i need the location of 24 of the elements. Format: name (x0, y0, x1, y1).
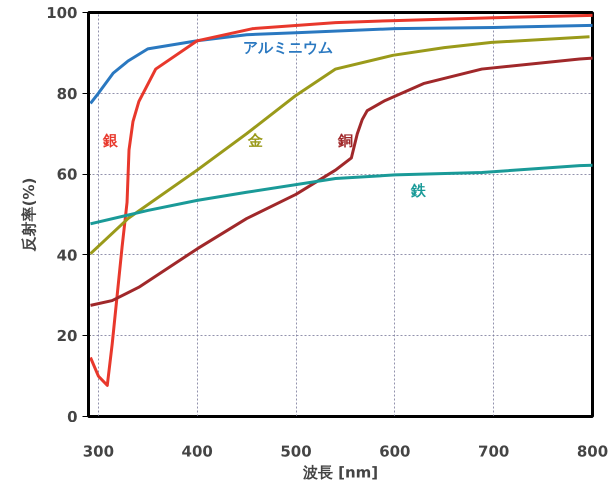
x-tick-label: 500 (280, 442, 312, 460)
series-label: 金 (246, 132, 263, 150)
series-label: 銅 (337, 132, 354, 150)
line-series (88, 164, 592, 226)
x-axis-title: 波長 [nm] (302, 464, 378, 482)
series-label: 鉄 (410, 182, 428, 200)
line-series (88, 24, 592, 105)
line-series (88, 56, 592, 307)
y-tick-label: 0 (67, 408, 78, 426)
y-tick-label: 40 (56, 246, 78, 264)
line-series (88, 35, 592, 256)
x-tick-label: 300 (82, 442, 114, 460)
line-series (88, 14, 592, 387)
series-label: アルミニウム (243, 38, 334, 57)
y-tick-label: 100 (46, 4, 78, 22)
y-tick-label: 80 (56, 84, 78, 103)
y-tick-label: 20 (56, 327, 78, 346)
x-tick-label: 800 (576, 442, 608, 460)
x-tick-label: 600 (379, 442, 411, 460)
x-tick-label: 700 (478, 442, 510, 460)
x-tick-label: 400 (182, 442, 213, 460)
y-axis-title: 反射率(%) (20, 178, 38, 252)
y-tick-label: 60 (56, 166, 78, 184)
series-label: 銀 (102, 132, 120, 150)
